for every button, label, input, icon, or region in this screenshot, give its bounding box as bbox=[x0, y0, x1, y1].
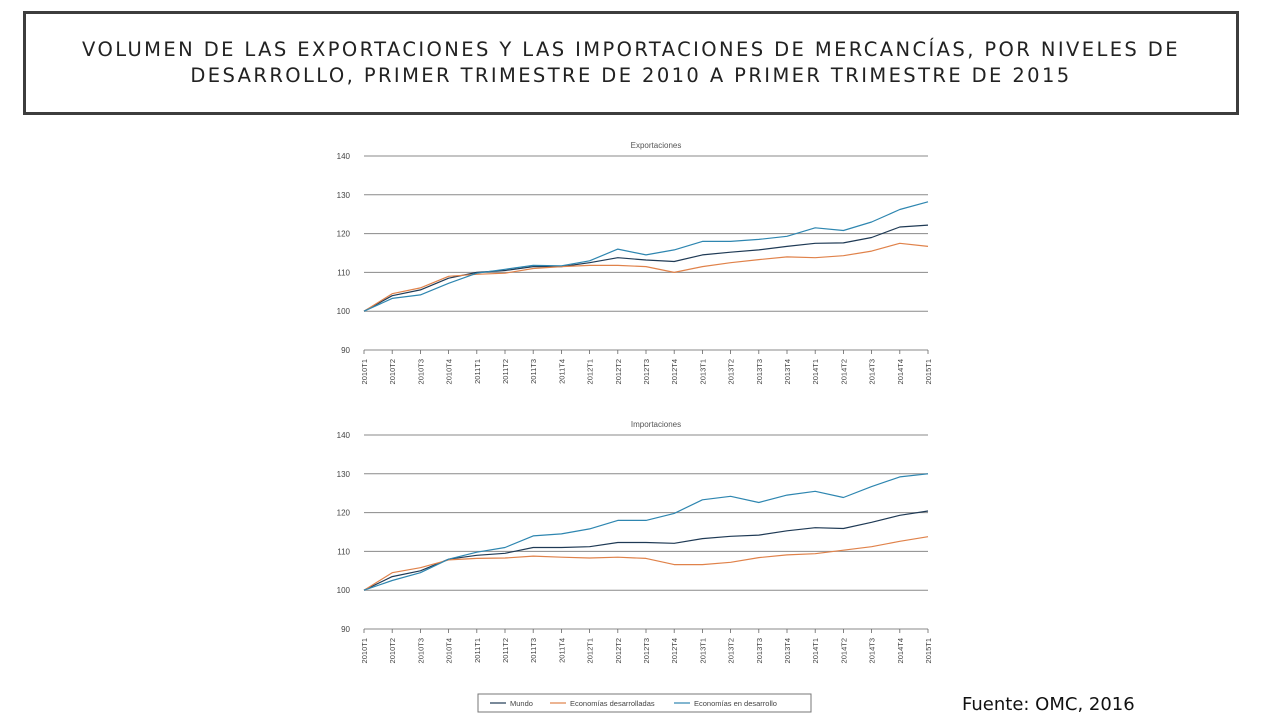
chart-1-xtick-label: 2014T2 bbox=[839, 359, 848, 384]
chart-1-series-2-line bbox=[363, 242, 929, 312]
chart-1-xtick-label: 2013T4 bbox=[783, 359, 792, 384]
chart-2-series-1-line bbox=[363, 510, 929, 591]
chart-1-xtick-label: 2011T2 bbox=[501, 359, 510, 384]
chart-1-series-1-line bbox=[363, 224, 929, 312]
chart-1-xtick-label: 2012T3 bbox=[642, 359, 651, 384]
chart-1-xtick-label: 2010T3 bbox=[416, 359, 425, 384]
chart-2-xtick-label: 2012T3 bbox=[642, 638, 651, 663]
chart-2-xtick-label: 2015T1 bbox=[924, 638, 933, 663]
chart-2-xtick-label: 2012T4 bbox=[670, 638, 679, 663]
chart-1-xtick-label: 2010T1 bbox=[360, 359, 369, 384]
chart-2-ytick-label: 140 bbox=[337, 431, 351, 440]
chart-1-ytick-label: 90 bbox=[341, 346, 350, 355]
chart-1-xtick-label: 2012T4 bbox=[670, 359, 679, 384]
chart-2-xtick-label: 2012T2 bbox=[614, 638, 623, 663]
chart-2-xtick-label: 2011T4 bbox=[557, 638, 566, 663]
chart-2-ytick-label: 110 bbox=[337, 547, 350, 556]
chart-1-title: Exportaciones bbox=[631, 141, 682, 150]
chart-1-xtick-label: 2013T2 bbox=[727, 359, 736, 384]
chart-2-xtick-label: 2013T2 bbox=[727, 638, 736, 663]
chart-2-ytick-label: 120 bbox=[337, 509, 351, 518]
chart-1-xtick-label: 2014T4 bbox=[896, 359, 905, 384]
chart-1-xtick-label: 2015T1 bbox=[924, 359, 933, 384]
chart-2-xtick-label: 2013T3 bbox=[755, 638, 764, 663]
chart-1-series-3-line bbox=[363, 201, 929, 312]
title-box: VOLUMEN DE LAS EXPORTACIONES Y LAS IMPOR… bbox=[23, 11, 1239, 115]
chart-2-xtick-label: 2010T1 bbox=[360, 638, 369, 663]
chart-1-xtick-label: 2013T3 bbox=[755, 359, 764, 384]
legend-label-3: Economías en desarrollo bbox=[694, 699, 777, 708]
chart-1-xtick-label: 2014T3 bbox=[868, 359, 877, 384]
chart-1-xtick-label: 2010T2 bbox=[388, 359, 397, 384]
chart-2-xtick-label: 2010T3 bbox=[416, 638, 425, 663]
chart-2-series-3-line bbox=[363, 473, 929, 591]
chart-2-xtick-label: 2013T4 bbox=[783, 638, 792, 663]
chart-1-xtick-label: 2012T1 bbox=[586, 359, 595, 384]
chart-2-xtick-label: 2014T3 bbox=[868, 638, 877, 663]
legend-label-1: Mundo bbox=[510, 699, 533, 708]
chart-2-xtick-label: 2011T2 bbox=[501, 638, 510, 663]
chart-1-ytick-label: 140 bbox=[337, 152, 351, 161]
chart-1-xtick-label: 2014T1 bbox=[811, 359, 820, 384]
chart-2-xtick-label: 2014T2 bbox=[839, 638, 848, 663]
chart-2-xtick-label: 2011T3 bbox=[529, 638, 538, 663]
chart-2-series-2-line bbox=[363, 536, 929, 591]
chart-1-ytick-label: 100 bbox=[337, 307, 351, 316]
chart-1-xtick-label: 2011T4 bbox=[557, 359, 566, 384]
chart-1-xtick-label: 2010T4 bbox=[445, 359, 454, 384]
source-text: Fuente: OMC, 2016 bbox=[962, 694, 1135, 715]
chart-2-ytick-label: 130 bbox=[337, 470, 351, 479]
chart-2-xtick-label: 2012T1 bbox=[586, 638, 595, 663]
chart-2-ytick-label: 100 bbox=[337, 586, 351, 595]
chart-2-xtick-label: 2011T1 bbox=[473, 638, 482, 663]
chart-1-ytick-label: 130 bbox=[337, 191, 351, 200]
chart-2-xtick-label: 2014T1 bbox=[811, 638, 820, 663]
chart-2-title: Importaciones bbox=[631, 420, 681, 429]
chart-1-xtick-label: 2013T1 bbox=[698, 359, 707, 384]
chart-2-ytick-label: 90 bbox=[341, 625, 350, 634]
chart-1-ytick-label: 120 bbox=[337, 230, 351, 239]
chart-1-ytick-label: 110 bbox=[337, 268, 350, 277]
slide-title: VOLUMEN DE LAS EXPORTACIONES Y LAS IMPOR… bbox=[82, 38, 1180, 87]
chart-2-xtick-label: 2013T1 bbox=[698, 638, 707, 663]
chart-1-xtick-label: 2012T2 bbox=[614, 359, 623, 384]
legend-box bbox=[477, 693, 812, 713]
legend-label-2: Economías desarrolladas bbox=[570, 699, 655, 708]
chart-1-xtick-label: 2011T1 bbox=[473, 359, 482, 384]
chart-2-xtick-label: 2010T2 bbox=[388, 638, 397, 663]
chart-2-xtick-label: 2010T4 bbox=[445, 638, 454, 663]
chart-2-xtick-label: 2014T4 bbox=[896, 638, 905, 663]
chart-1-xtick-label: 2011T3 bbox=[529, 359, 538, 384]
